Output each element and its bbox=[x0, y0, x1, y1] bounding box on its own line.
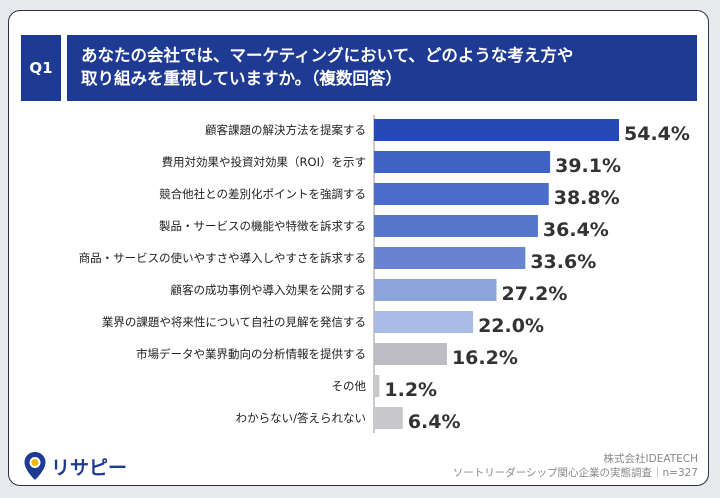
bars-group: 顧客課題の解決方法を提案する 54.4% 費用対効果や投資対効果（ROI）を示す 39… bbox=[79, 119, 690, 433]
credit-company: 株式会社IDEATECH bbox=[603, 453, 698, 465]
credit: 株式会社IDEATECH ソートリーダーシップ関心企業の実態調査｜n=327 bbox=[453, 452, 698, 480]
value-label: 16.2% bbox=[452, 347, 518, 369]
category-label: 顧客課題の解決方法を提案する bbox=[205, 123, 366, 137]
value-label: 38.8% bbox=[554, 187, 620, 209]
bar bbox=[374, 343, 447, 365]
category-label: 商品・サービスの使いやすさや導入しやすさを訴求する bbox=[79, 251, 366, 265]
credit-survey: ソートリーダーシップ関心企業の実態調査｜n=327 bbox=[452, 467, 698, 479]
value-label: 27.2% bbox=[502, 283, 568, 305]
value-label: 6.4% bbox=[408, 411, 461, 433]
bar bbox=[374, 183, 549, 205]
category-label: 競合他社との差別化ポイントを強調する bbox=[159, 187, 366, 201]
bar bbox=[374, 215, 538, 237]
bar bbox=[374, 279, 497, 301]
category-label: わからない/答えられない bbox=[236, 411, 366, 425]
category-label: 費用対効果や投資対効果（ROI）を示す bbox=[162, 155, 366, 169]
bar-chart: 顧客課題の解決方法を提案する 54.4% 費用対効果や投資対効果（ROI）を示す 39… bbox=[79, 115, 690, 433]
value-label: 22.0% bbox=[478, 315, 544, 337]
value-label: 33.6% bbox=[530, 251, 596, 273]
bar bbox=[374, 311, 474, 333]
category-label: 顧客の成功事例や導入効果を公開する bbox=[171, 283, 367, 297]
bar bbox=[374, 407, 403, 429]
value-label: 39.1% bbox=[555, 155, 621, 177]
question-badge: Q1 bbox=[21, 35, 61, 101]
location-pin-icon bbox=[24, 452, 46, 480]
value-label: 54.4% bbox=[624, 123, 690, 145]
category-label: 市場データや業界動向の分析情報を提供する bbox=[136, 347, 366, 361]
question-text: あなたの会社では、マーケティングにおいて、どのような考え方や 取り組みを重視して… bbox=[67, 35, 697, 101]
logo-text: リサピー bbox=[51, 456, 128, 479]
category-label: 製品・サービスの機能や特徴を訴求する bbox=[159, 219, 366, 233]
bar bbox=[374, 119, 619, 141]
logo: リサピー bbox=[23, 451, 127, 481]
bar bbox=[374, 151, 551, 173]
category-label: 業界の課題や将来性について自社の見解を発信する bbox=[102, 315, 366, 329]
bar bbox=[374, 375, 380, 397]
value-label: 1.2% bbox=[384, 379, 437, 401]
bar bbox=[374, 247, 526, 269]
chart-card: Q1 あなたの会社では、マーケティングにおいて、どのような考え方や 取り組みを重… bbox=[8, 10, 709, 486]
value-label: 36.4% bbox=[543, 219, 609, 241]
category-label: その他 bbox=[332, 379, 367, 393]
